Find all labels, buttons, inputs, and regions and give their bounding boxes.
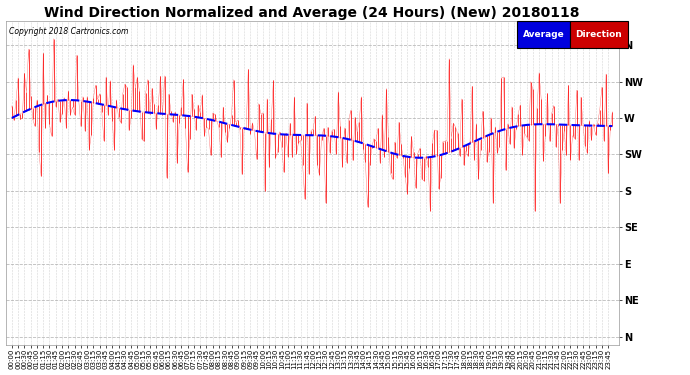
Text: Direction: Direction bbox=[575, 30, 622, 39]
Text: Average: Average bbox=[522, 30, 564, 39]
FancyBboxPatch shape bbox=[569, 21, 628, 48]
Text: Copyright 2018 Cartronics.com: Copyright 2018 Cartronics.com bbox=[8, 27, 128, 36]
FancyBboxPatch shape bbox=[518, 21, 569, 48]
Title: Wind Direction Normalized and Average (24 Hours) (New) 20180118: Wind Direction Normalized and Average (2… bbox=[44, 6, 580, 20]
